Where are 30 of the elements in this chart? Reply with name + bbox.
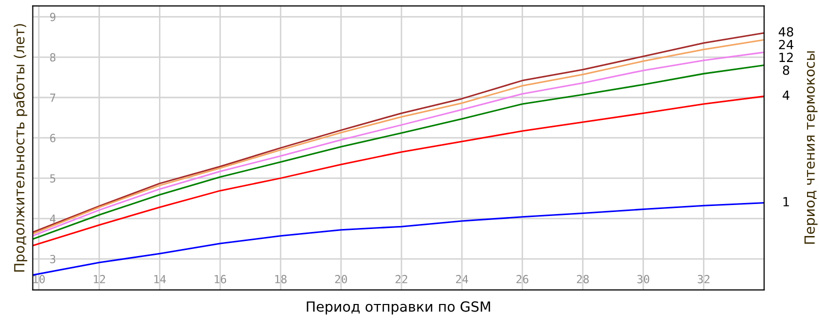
- series-label: 1: [783, 197, 789, 206]
- y-tick-label: 3: [50, 254, 56, 264]
- x-tick-label: 24: [456, 274, 468, 284]
- x-tick-label: 16: [214, 274, 226, 284]
- x-tick-label: 18: [275, 274, 287, 284]
- x-tick-label: 12: [94, 274, 105, 284]
- x-tick-label: 20: [335, 274, 347, 284]
- x-tick-label: 22: [396, 274, 408, 284]
- y-tick-label: 8: [50, 53, 56, 62]
- series-label: 12: [779, 52, 793, 62]
- legend-title: Период чтения термокосы: [804, 51, 818, 244]
- series-label: 8: [782, 65, 790, 75]
- x-tick-label: 32: [698, 274, 710, 284]
- x-tick-label: 26: [516, 274, 528, 284]
- x-tick-label: 28: [576, 274, 589, 284]
- y-tick-label: 6: [50, 134, 56, 142]
- y-tick-label: 7: [50, 94, 56, 102]
- line-series: [32, 96, 764, 246]
- x-tick-label: 10: [33, 274, 45, 284]
- y-tick-label: 9: [50, 12, 56, 22]
- x-tick-label: 14: [154, 275, 166, 284]
- x-axis-title: Период отправки по GSM: [306, 301, 490, 315]
- series-label: 48: [778, 27, 794, 37]
- x-tick-label: 30: [637, 274, 650, 284]
- y-tick-label: 5: [50, 174, 56, 183]
- y-axis-title: Продолжительность работы (лет): [14, 24, 28, 272]
- line-series: [32, 202, 764, 276]
- series-label: 24: [779, 40, 794, 50]
- series-label: 4: [782, 90, 790, 100]
- y-tick-label: 4: [50, 214, 56, 223]
